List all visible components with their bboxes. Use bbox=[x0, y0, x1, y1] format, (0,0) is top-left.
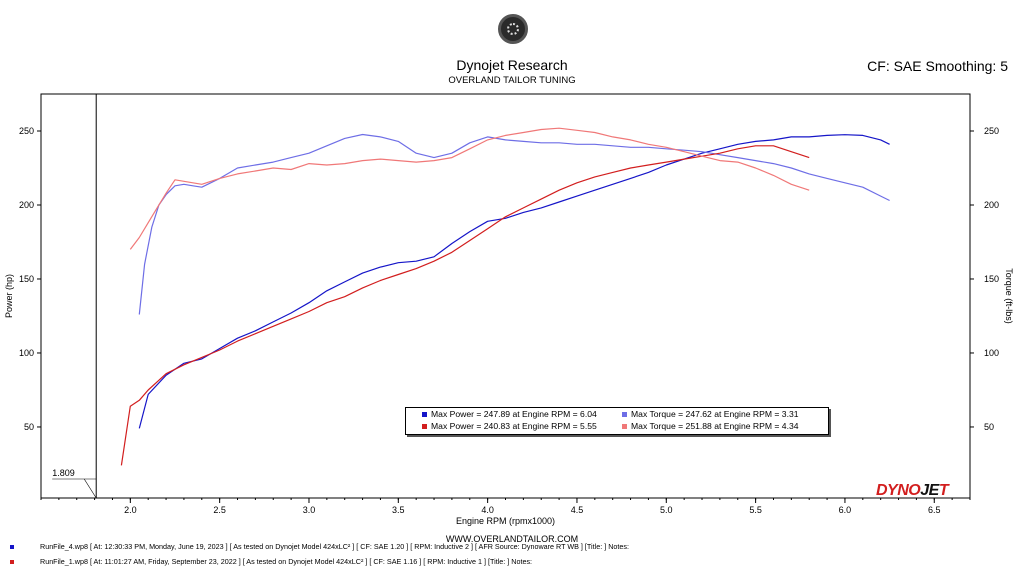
plot-frame bbox=[40, 93, 971, 499]
chart-subtitle: OVERLAND TAILOR TUNING bbox=[448, 75, 576, 86]
logo-part: DYNO bbox=[876, 482, 921, 499]
y2-tick-label: 250 bbox=[984, 126, 999, 136]
torque-series-line bbox=[138, 133, 890, 315]
run-info-text: RunFile_1.wp8 [ At: 11:01:27 AM, Friday,… bbox=[40, 557, 533, 566]
y2-tick-label: 200 bbox=[984, 200, 999, 210]
y2-tick-label: 100 bbox=[984, 348, 999, 358]
run-info-row: RunFile_1.wp8 [ At: 11:01:27 AM, Friday,… bbox=[10, 557, 532, 566]
cursor-label-leader bbox=[83, 478, 97, 499]
x-tick-label: 6.5 bbox=[928, 505, 941, 515]
y-tick-label: 200 bbox=[19, 200, 34, 210]
torque-series-line bbox=[129, 127, 810, 250]
power-series-line bbox=[120, 145, 810, 466]
x-tick-label: 2.0 bbox=[124, 505, 137, 515]
run-info-text: RunFile_4.wp8 [ At: 12:30:33 PM, Monday,… bbox=[40, 542, 629, 551]
legend-text: Max Torque = 251.88 at Engine RPM = 4.34 bbox=[631, 421, 799, 431]
rpm-cursor-label: 1.809 bbox=[52, 468, 75, 478]
website-label: WWW.OVERLANDTAILOR.COM bbox=[445, 534, 579, 544]
y-tick-label: 150 bbox=[19, 274, 34, 284]
y2-axis-label: Torque (ft-lbs) bbox=[1004, 268, 1014, 324]
x-tick-label: 4.5 bbox=[571, 505, 584, 515]
legend-swatch bbox=[622, 424, 627, 430]
y-tick-label: 100 bbox=[19, 348, 34, 358]
legend-text: Max Power = 240.83 at Engine RPM = 5.55 bbox=[431, 421, 597, 431]
chart-title: Dynojet Research bbox=[456, 57, 568, 73]
legend-swatch bbox=[422, 424, 427, 430]
legend-text: Max Torque = 247.62 at Engine RPM = 3.31 bbox=[631, 409, 799, 419]
x-axis-label: Engine RPM (rpmx1000) bbox=[456, 516, 555, 526]
x-tick-label: 6.0 bbox=[839, 505, 852, 515]
legend-text: Max Power = 247.89 at Engine RPM = 6.04 bbox=[431, 409, 597, 419]
logo-part: JE bbox=[920, 482, 939, 499]
run-color-swatch bbox=[10, 560, 14, 565]
logo-part: T bbox=[938, 482, 949, 499]
dynojet-logo: DYNOJET bbox=[876, 482, 949, 500]
y2-tick-label: 150 bbox=[984, 274, 999, 284]
run-info-row: RunFile_4.wp8 [ At: 12:30:33 PM, Monday,… bbox=[10, 542, 629, 551]
chart-legend: Max Power = 247.89 at Engine RPM = 6.04 … bbox=[405, 407, 829, 435]
legend-swatch bbox=[622, 412, 627, 418]
y-tick-label: 50 bbox=[24, 422, 34, 432]
y2-tick-label: 50 bbox=[984, 422, 994, 432]
legend-entry: Max Power = 247.89 at Engine RPM = 6.04 bbox=[422, 409, 597, 419]
dynojet-seal-icon bbox=[498, 14, 528, 44]
y-axis-label: Power (hp) bbox=[4, 274, 14, 318]
y-tick-label: 250 bbox=[19, 126, 34, 136]
correction-factor-info: CF: SAE Smoothing: 5 bbox=[867, 58, 1008, 74]
legend-swatch bbox=[422, 412, 427, 418]
x-tick-label: 4.0 bbox=[481, 505, 494, 515]
legend-entry: Max Torque = 251.88 at Engine RPM = 4.34 bbox=[622, 421, 799, 431]
x-tick-label: 3.5 bbox=[392, 505, 405, 515]
x-tick-label: 2.5 bbox=[213, 505, 226, 515]
x-tick-label: 5.0 bbox=[660, 505, 673, 515]
x-tick-label: 3.0 bbox=[303, 505, 316, 515]
power-series-line bbox=[138, 134, 890, 429]
legend-entry: Max Power = 240.83 at Engine RPM = 5.55 bbox=[422, 421, 597, 431]
run-color-swatch bbox=[10, 545, 14, 550]
x-tick-label: 5.5 bbox=[749, 505, 762, 515]
legend-entry: Max Torque = 247.62 at Engine RPM = 3.31 bbox=[622, 409, 799, 419]
